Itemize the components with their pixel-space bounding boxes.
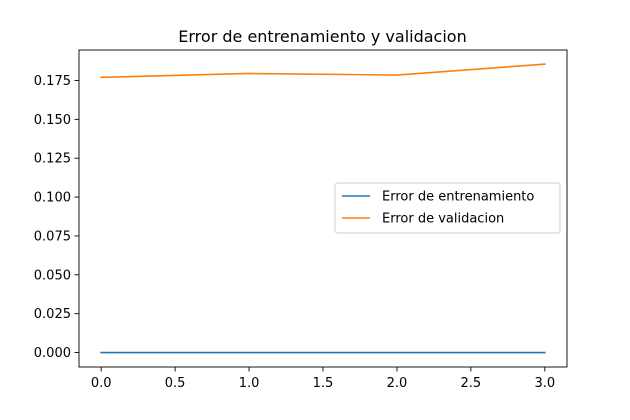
y-tick-label: 0.000: [34, 346, 71, 361]
x-tick-label: 1.0: [239, 376, 260, 391]
legend-label-2: Error de validacion: [382, 212, 504, 227]
x-tick-label: 3.0: [534, 376, 555, 391]
y-tick-label: 0.075: [34, 229, 71, 244]
x-tick-label: 2.0: [387, 376, 408, 391]
x-tick-label: 0.5: [165, 376, 186, 391]
y-tick-label: 0.175: [34, 74, 71, 89]
y-tick-label: 0.125: [34, 152, 71, 167]
series-line-2: [100, 63, 546, 79]
x-tick-label: 2.5: [461, 376, 482, 391]
legend-label-1: Error de entrenamiento: [382, 190, 534, 205]
x-tick-label: 1.5: [313, 376, 334, 391]
y-tick-label: 0.025: [34, 307, 71, 322]
y-tick-label: 0.150: [34, 113, 71, 128]
chart-title: Error de entrenamiento y validacion: [178, 27, 466, 46]
legend: Error de entrenamiento Error de validacio…: [334, 182, 561, 234]
plot-area: 0.0 0.5 1.0 1.5 2.0 2.5 3.0 0.000 0.025 0.050 0.07…: [34, 49, 568, 391]
y-tick-label: 0.050: [34, 268, 71, 283]
y-tick-label: 0.100: [34, 191, 71, 206]
x-tick-label: 0.0: [91, 376, 112, 391]
legend-frame: [334, 182, 561, 234]
